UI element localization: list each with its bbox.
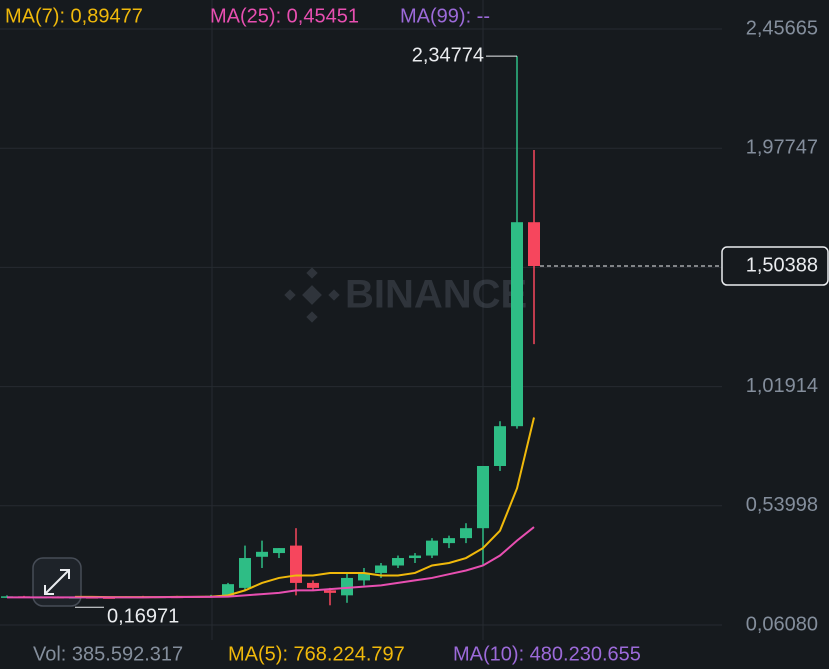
indicator-label: MA(99): -- — [400, 5, 490, 27]
high-label: 2,34774 — [412, 44, 484, 66]
y-tick-label: 2,45665 — [746, 17, 818, 39]
ma-line — [7, 526, 535, 599]
volume-label: MA(10): 480.230.655 — [453, 643, 641, 665]
candle-body — [222, 584, 234, 596]
candle-body — [426, 540, 438, 556]
last-price-label: 1,50388 — [746, 254, 818, 276]
candle-body — [460, 528, 472, 539]
expand-button[interactable] — [32, 557, 82, 607]
last-price-tag — [721, 246, 829, 286]
y-tick-label: 0,53998 — [746, 494, 818, 516]
volume-label: MA(5): 768.224.797 — [228, 643, 405, 665]
y-tick-label: 0,06080 — [746, 613, 818, 635]
candle-body — [239, 558, 251, 588]
candle-body — [375, 565, 387, 573]
candle-body — [409, 555, 421, 559]
candle-body — [477, 465, 489, 529]
candle-body — [307, 582, 319, 588]
candle-body — [290, 545, 302, 583]
candle-body — [392, 558, 404, 566]
indicator-label: MA(25): 0,45451 — [210, 5, 359, 27]
candle-body — [358, 572, 370, 581]
candle-body — [528, 222, 540, 267]
candle-body — [341, 577, 353, 596]
watermark-text: BINANCE — [345, 273, 527, 317]
y-tick-label: 1,01914 — [746, 375, 818, 397]
candle-body — [273, 548, 285, 554]
low-label: 0,16971 — [107, 606, 179, 628]
candle-body — [511, 222, 523, 427]
candle-body — [443, 538, 455, 544]
volume-label: Vol: 385.592.317 — [33, 643, 183, 665]
candle-body — [494, 426, 506, 466]
candle-body — [256, 551, 268, 557]
candle-body — [324, 590, 336, 593]
indicator-label: MA(7): 0,89477 — [5, 5, 143, 27]
y-tick-label: 1,97747 — [746, 136, 818, 158]
